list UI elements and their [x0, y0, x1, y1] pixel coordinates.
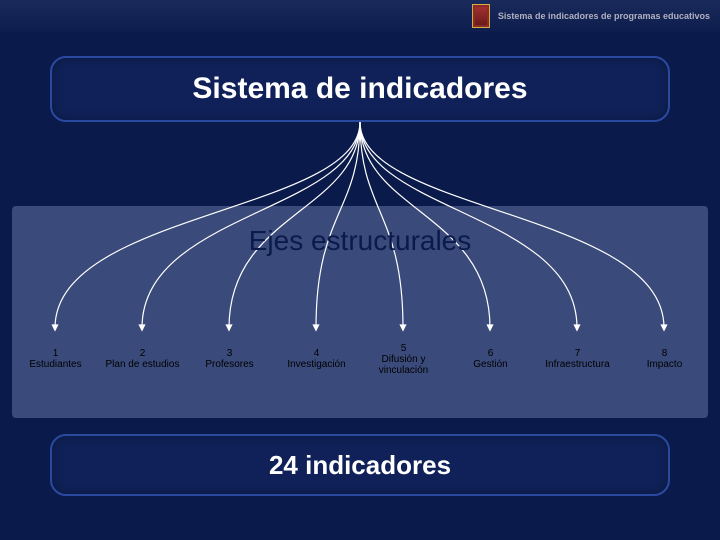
- diagram-subtitle: Ejes estructurales: [0, 225, 720, 257]
- axis-node-label: Infraestructura: [545, 359, 609, 370]
- axis-node-label: Investigación: [287, 359, 345, 370]
- axis-node-6: 6Gestión: [447, 330, 534, 388]
- nodes-row: 1Estudiantes2Plan de estudios3Profesores…: [12, 330, 708, 388]
- axis-node-number: 8: [662, 348, 668, 359]
- axis-node-number: 6: [488, 348, 494, 359]
- footer-text: 24 indicadores: [269, 450, 451, 481]
- axis-node-number: 2: [140, 348, 146, 359]
- institution-logo-icon: [472, 4, 490, 28]
- axis-node-4: 4Investigación: [273, 330, 360, 388]
- axis-node-number: 5: [401, 343, 407, 354]
- axis-node-number: 7: [575, 348, 581, 359]
- axis-node-number: 4: [314, 348, 320, 359]
- footer-box: 24 indicadores: [50, 434, 670, 496]
- axis-node-label: Profesores: [205, 359, 253, 370]
- axis-node-label: Estudiantes: [29, 359, 81, 370]
- axis-node-3: 3Profesores: [186, 330, 273, 388]
- axis-node-5: 5Difusión y vinculación: [360, 330, 447, 388]
- axis-node-label: Impacto: [647, 359, 683, 370]
- axis-node-label: Plan de estudios: [106, 359, 180, 370]
- axis-node-label: Difusión y vinculación: [362, 354, 445, 376]
- axis-node-2: 2Plan de estudios: [99, 330, 186, 388]
- diagram-title: Sistema de indicadores: [192, 72, 527, 106]
- axis-node-1: 1Estudiantes: [12, 330, 99, 388]
- axis-node-7: 7Infraestructura: [534, 330, 621, 388]
- axis-node-number: 3: [227, 348, 233, 359]
- title-box: Sistema de indicadores: [50, 56, 670, 122]
- header-bar: Sistema de indicadores de programas educ…: [0, 0, 720, 32]
- axis-node-number: 1: [53, 348, 59, 359]
- axis-node-label: Gestión: [473, 359, 507, 370]
- axis-node-8: 8Impacto: [621, 330, 708, 388]
- header-subtitle: Sistema de indicadores de programas educ…: [498, 11, 710, 21]
